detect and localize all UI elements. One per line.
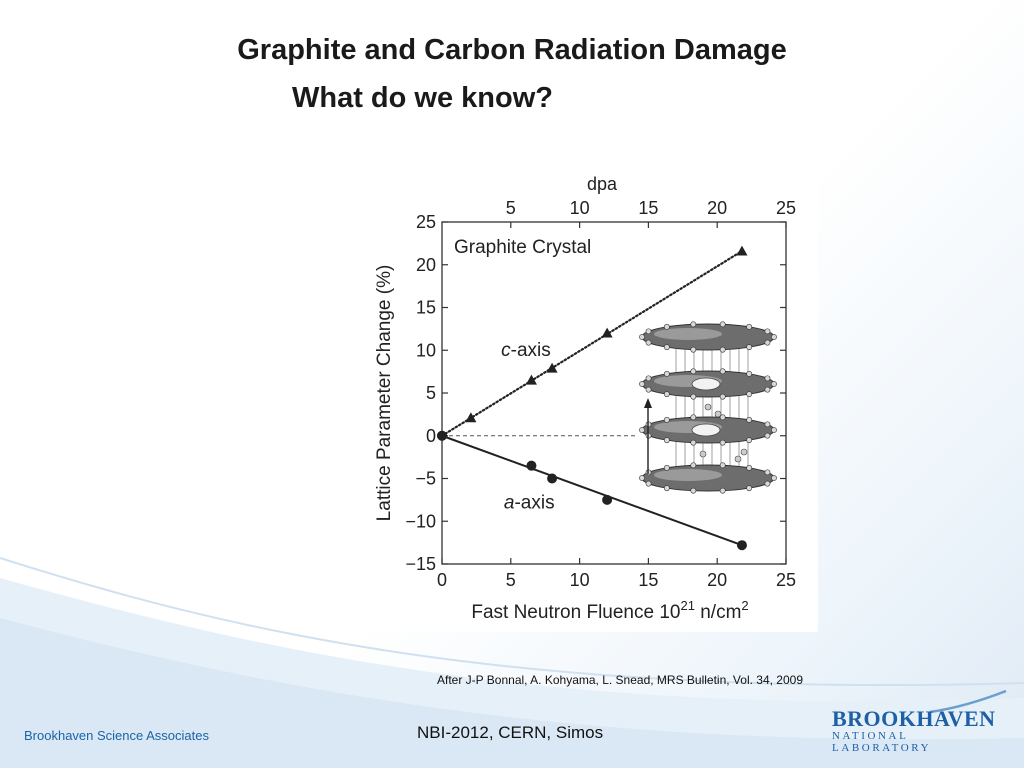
data-point-c-axis bbox=[546, 362, 558, 373]
data-point-a-axis bbox=[547, 473, 558, 484]
top-x-tick-label: 5 bbox=[506, 198, 516, 218]
data-point-c-axis bbox=[736, 245, 748, 256]
y-tick-label: 20 bbox=[416, 255, 436, 275]
series-line-a-axis bbox=[441, 434, 743, 547]
x-tick-label: 0 bbox=[437, 570, 447, 590]
slide-title: Graphite and Carbon Radiation Damage bbox=[237, 34, 787, 66]
x-axis-label: Fast Neutron Fluence 1021 n/cm2 bbox=[471, 598, 748, 623]
top-x-tick-label: 15 bbox=[638, 198, 658, 218]
y-tick-label: 25 bbox=[416, 212, 436, 232]
x-tick-label: 10 bbox=[570, 570, 590, 590]
y-tick-label: −15 bbox=[405, 554, 436, 574]
brookhaven-logo: BROOKHAVEN NATIONAL LABORATORY bbox=[828, 690, 1008, 754]
data-point-a-axis bbox=[736, 540, 747, 551]
logo-wordmark: BROOKHAVEN bbox=[832, 706, 996, 731]
x-tick-label: 5 bbox=[506, 570, 516, 590]
data-point-a-axis bbox=[526, 460, 537, 471]
y-tick-label: 0 bbox=[426, 426, 436, 446]
data-point-c-axis bbox=[525, 374, 537, 385]
y-tick-label: −5 bbox=[415, 469, 436, 489]
x-tick-label: 15 bbox=[638, 570, 658, 590]
chart-title: Graphite Crystal bbox=[454, 237, 591, 258]
top-x-tick-label: 25 bbox=[776, 198, 796, 218]
y-tick-label: −10 bbox=[405, 511, 436, 531]
y-tick-label: 5 bbox=[426, 383, 436, 403]
top-axis-label: dpa bbox=[587, 174, 618, 194]
data-point-a-axis bbox=[437, 430, 447, 441]
y-axis-label: Lattice Parameter Change (%) bbox=[374, 265, 395, 522]
y-tick-label: 10 bbox=[416, 340, 436, 360]
series-label-c-axis: c-axis bbox=[501, 340, 551, 361]
chart-panel: 0 5 10 15 20 25 5 10 15 20 25 25 20 15 10 5 0 −5 −10 −15 dpa… bbox=[358, 162, 818, 632]
citation-text: After J-P Bonnal, A. Kohyama, L. Snead, … bbox=[437, 673, 803, 687]
logo-swoosh-icon bbox=[929, 690, 1007, 714]
x-tick-label: 20 bbox=[707, 570, 727, 590]
graphite-crystal-illustration bbox=[639, 321, 777, 494]
x-tick-label: 25 bbox=[776, 570, 796, 590]
data-point-c-axis bbox=[465, 412, 477, 423]
footer-organization: Brookhaven Science Associates bbox=[24, 728, 209, 743]
series-label-a-axis: a-axis bbox=[504, 492, 555, 513]
lattice-change-chart: 0 5 10 15 20 25 5 10 15 20 25 25 20 15 10 5 0 −5 −10 −15 dpa… bbox=[374, 174, 796, 623]
logo-subtitle: NATIONAL LABORATORY bbox=[832, 730, 932, 754]
data-point-c-axis bbox=[601, 327, 613, 338]
slide-subtitle: What do we know? bbox=[292, 82, 553, 114]
y-tick-label: 15 bbox=[416, 298, 436, 318]
top-x-tick-label: 20 bbox=[707, 198, 727, 218]
series-line-c-axis bbox=[440, 249, 744, 437]
top-x-tick-label: 10 bbox=[570, 198, 590, 218]
data-point-a-axis bbox=[602, 494, 613, 505]
footer-event: NBI-2012, CERN, Simos bbox=[417, 723, 604, 742]
